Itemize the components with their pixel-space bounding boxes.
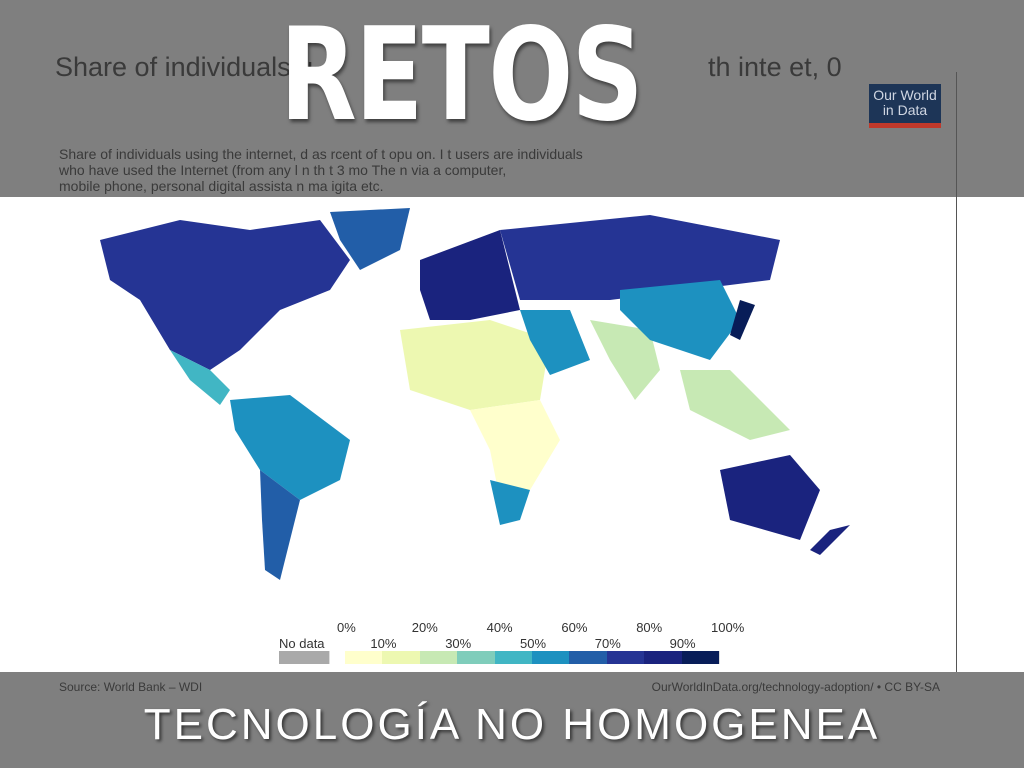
legend-tick-label: 10% xyxy=(370,636,397,651)
region-north-america xyxy=(100,220,350,370)
legend-swatch xyxy=(644,651,683,664)
owid-logo: Our World in Data xyxy=(869,84,941,128)
region-southeast-asia xyxy=(680,370,790,440)
subtitle-fragment: igita xyxy=(331,178,358,194)
region-south-asia xyxy=(590,320,660,400)
subtitle-fragment: etc. xyxy=(360,178,384,194)
chart-title-right: th inte et, 0 xyxy=(708,52,860,83)
chart-title-fragment: Share of individuals u xyxy=(55,52,314,82)
region-central-africa xyxy=(470,400,560,500)
legend-tick-label: 40% xyxy=(486,620,513,635)
subtitle-fragment: ma xyxy=(308,178,328,194)
subtitle-fragment: n th xyxy=(301,162,326,178)
legend-swatch xyxy=(494,651,533,664)
region-japan xyxy=(730,300,755,340)
region-australia xyxy=(720,455,820,540)
legend-tick-label: 80% xyxy=(636,620,663,635)
legend-swatch xyxy=(345,651,384,664)
slide-subheading: TECNOLOGÍA NO HOMOGENEA xyxy=(143,700,881,749)
chart-subtitle-line-1: Share of individuals using the internet,… xyxy=(59,146,583,162)
legend-tick-label: 90% xyxy=(669,636,696,651)
legend-swatch xyxy=(606,651,646,664)
legend-swatch xyxy=(569,651,608,664)
chart-subtitle-line-3: mobile phone, personal digital assista n… xyxy=(59,178,384,194)
subtitle-fragment: d as xyxy=(300,146,327,162)
source-text: Source: World Bank – WDI xyxy=(59,680,203,694)
bottom-banner xyxy=(0,672,1024,768)
subtitle-fragment: mobile phone, personal digital assista xyxy=(59,178,293,194)
region-central-america xyxy=(170,350,230,405)
legend-no-data-label: No data xyxy=(279,636,325,651)
subtitle-fragment: on. I xyxy=(416,146,444,162)
region-europe xyxy=(420,230,520,320)
subtitle-fragment: who have used the Internet (from any l xyxy=(59,162,298,178)
region-south-america-south xyxy=(260,470,300,580)
slide-heading: RETOS xyxy=(279,1,644,150)
chart-title-fragment: 0 xyxy=(826,52,842,82)
legend-swatch xyxy=(457,651,496,664)
legend-swatch xyxy=(681,651,720,664)
legend-swatch xyxy=(419,651,459,664)
source-url[interactable]: OurWorldInData.org/technology-adoption/ … xyxy=(651,680,940,694)
chart-title-left: Share of individuals u xyxy=(55,52,317,83)
subtitle-fragment: rcent xyxy=(330,146,362,162)
region-north-africa xyxy=(400,320,550,410)
subtitle-fragment: of t xyxy=(365,146,386,162)
region-south-america-north xyxy=(230,395,350,500)
chart-title-fragment: inte xyxy=(738,52,782,82)
legend-tick-label: 20% xyxy=(411,620,438,635)
region-southern-africa xyxy=(490,480,530,525)
subtitle-fragment: t 3 mo xyxy=(329,162,368,178)
legend-swatch xyxy=(382,651,421,664)
legend-tick-label: 0% xyxy=(337,620,356,635)
subtitle-fragment: via a computer, xyxy=(411,162,507,178)
subtitle-fragment: Share of individuals using the internet, xyxy=(59,146,297,162)
chart-title-fragment: th xyxy=(708,52,731,82)
legend-no-data-swatch xyxy=(279,651,330,664)
subtitle-fragment: The xyxy=(371,162,396,178)
chart-title-fragment: et, xyxy=(789,52,820,82)
legend-tick-label: 50% xyxy=(520,636,547,651)
subtitle-fragment: n xyxy=(296,178,305,194)
legend-tick-label: 30% xyxy=(445,636,472,651)
world-map xyxy=(100,208,850,580)
subtitle-fragment: opu xyxy=(389,146,413,162)
chart-subtitle-line-2: who have used the Internet (from any l n… xyxy=(59,162,506,178)
subtitle-fragment: t users are individuals xyxy=(447,146,583,162)
top-banner xyxy=(0,0,1024,197)
subtitle-fragment: n xyxy=(399,162,408,178)
legend-tick-label: 60% xyxy=(561,620,588,635)
region-greenland xyxy=(330,208,410,270)
legend-tick-label: 100% xyxy=(711,620,745,635)
region-middle-east xyxy=(520,310,590,375)
divider xyxy=(956,72,957,702)
region-russia xyxy=(500,215,780,300)
region-china xyxy=(620,280,740,360)
legend-tick-label: 70% xyxy=(594,636,621,651)
region-new-zealand xyxy=(810,525,850,555)
legend-swatch xyxy=(532,651,571,664)
